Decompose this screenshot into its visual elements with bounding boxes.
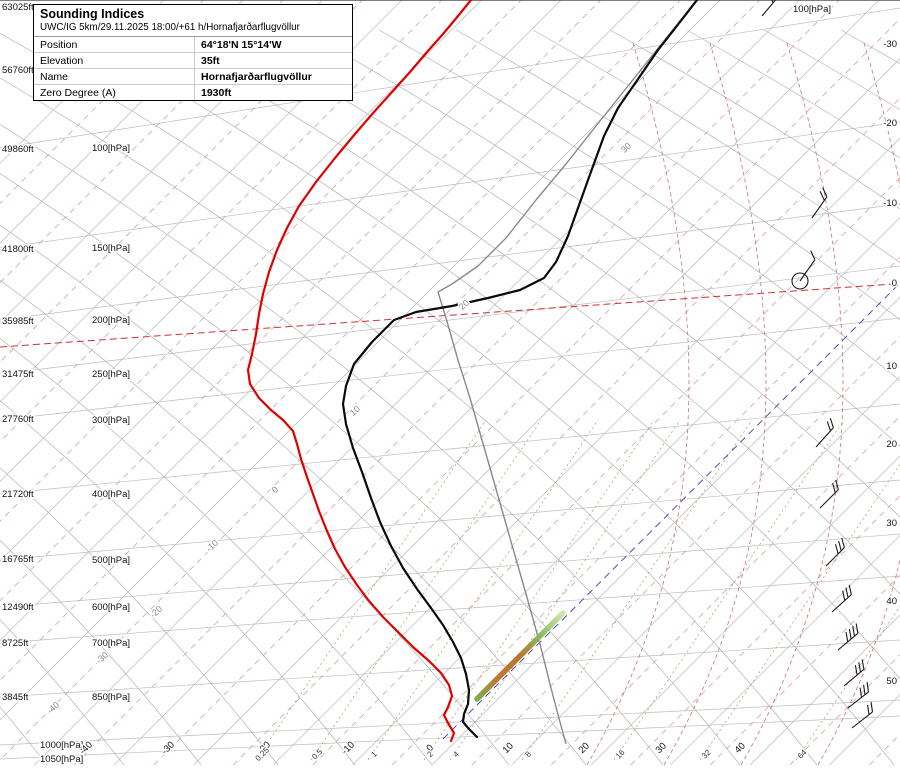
chart-label: 16765ft xyxy=(2,554,34,565)
parcel-reference-line xyxy=(437,1,696,745)
chart-label: 20 xyxy=(886,439,897,450)
info-row-value: Hornafjarðarflugvöllur xyxy=(201,70,312,83)
moist-adiabat-curves xyxy=(586,39,900,766)
chart-label: 850[hPa] xyxy=(92,692,130,703)
wind-barb xyxy=(825,537,845,567)
chart-label: 12490ft xyxy=(2,602,34,613)
chart-label: 500[hPa] xyxy=(92,555,130,566)
chart-label: 100[hPa] xyxy=(793,4,831,15)
chart-label: -40 xyxy=(45,700,61,716)
info-row-value: 64°18'N 15°14'W xyxy=(201,38,282,51)
chart-label: 21720ft xyxy=(2,489,34,500)
wind-barb xyxy=(837,623,859,651)
chart-label: 41800ft xyxy=(2,244,34,255)
wind-barb xyxy=(847,682,870,709)
chart-label: -10 xyxy=(883,198,897,209)
chart-label: 200[hPa] xyxy=(92,315,130,326)
isobar-lines xyxy=(0,7,900,760)
chart-label: 40 xyxy=(733,741,748,756)
chart-label: -20 xyxy=(883,118,897,129)
chart-label: 40 xyxy=(886,596,897,607)
chart-label: 27760ft xyxy=(2,414,34,425)
chart-label: 0 xyxy=(270,484,280,495)
info-row: Elevation 35ft xyxy=(34,53,352,69)
chart-label: 700[hPa] xyxy=(92,638,130,649)
wind-barb xyxy=(843,659,865,687)
chart-label: 16 xyxy=(614,748,627,761)
chart-label: 31475ft xyxy=(2,369,34,380)
info-row-label: Elevation xyxy=(34,53,195,68)
sounding-info-box: Sounding Indices UWC/IG 5km/29.11.2025 1… xyxy=(33,4,353,101)
tropopause-line xyxy=(0,283,894,348)
chart-label: 0 xyxy=(892,278,897,289)
chart-label: 300[hPa] xyxy=(92,415,130,426)
info-row-label: Position xyxy=(34,37,195,52)
chart-label: 35985ft xyxy=(2,316,34,327)
chart-label: 30 xyxy=(654,741,669,756)
mixing-ratio-lines xyxy=(255,419,900,761)
info-row: Name Hornafjarðarflugvöllur xyxy=(34,69,352,85)
info-row: Position 64°18'N 15°14'W xyxy=(34,37,352,53)
chart-label: 1050[hPa] xyxy=(40,754,83,765)
chart-label: 30 xyxy=(619,141,633,155)
chart-label: 49860ft xyxy=(2,144,34,155)
freezing-band-highlight xyxy=(474,610,566,702)
chart-label: 8725ft xyxy=(2,638,29,649)
wind-barb xyxy=(831,584,852,613)
chart-label: 150[hPa] xyxy=(92,243,130,254)
wind-barb xyxy=(811,187,828,219)
chart-label: 32 xyxy=(700,748,713,761)
chart-label: 50 xyxy=(886,676,897,687)
info-row: Zero Degree (A) 1930ft xyxy=(34,85,352,100)
chart-label: 0.5 xyxy=(310,747,325,762)
info-row-value: 1930ft xyxy=(201,86,232,99)
dry-adiabat-curves xyxy=(0,29,900,766)
chart-label: 3845ft xyxy=(2,692,29,703)
chart-label: 20 xyxy=(577,741,592,756)
chart-label: 250[hPa] xyxy=(92,369,130,380)
chart-label: 30 xyxy=(886,518,897,529)
chart-label: 20 xyxy=(457,298,471,312)
tropopause-wind-marker xyxy=(791,250,816,290)
zero-degree-isotherm xyxy=(442,283,900,740)
chart-label: -10 xyxy=(204,538,220,554)
chart-label: 64 xyxy=(796,748,809,761)
wind-barbs xyxy=(761,0,874,729)
chart-label: 1000[hPa] xyxy=(40,740,83,751)
temperature-trace xyxy=(341,0,699,739)
info-box-run-line: UWC/IG 5km/29.11.2025 18:00/+61 h/Hornaf… xyxy=(34,22,352,37)
wind-barb xyxy=(815,418,834,448)
info-box-rows: Position 64°18'N 15°14'W Elevation 35ft Name… xyxy=(34,37,352,100)
chart-label: 10 xyxy=(348,404,362,418)
chart-label: -30 xyxy=(883,39,897,50)
chart-label: -20 xyxy=(148,604,164,620)
info-row-value: 35ft xyxy=(201,54,220,67)
chart-label: 100[hPa] xyxy=(92,143,130,154)
chart-label: 10 xyxy=(886,361,897,372)
info-row-label: Name xyxy=(34,69,195,84)
chart-label: 600[hPa] xyxy=(92,602,130,613)
info-box-title: Sounding Indices xyxy=(40,7,145,21)
chart-label: 56760ft xyxy=(2,65,34,76)
chart-label: 63025ft xyxy=(2,2,34,13)
chart-label: 10 xyxy=(501,741,516,756)
wind-barb xyxy=(851,702,874,729)
info-row-label: Zero Degree (A) xyxy=(34,85,195,100)
chart-label: -30 xyxy=(159,739,176,756)
wind-barb xyxy=(761,0,777,17)
chart-label: 400[hPa] xyxy=(92,489,130,500)
wind-barb xyxy=(819,479,839,509)
dewpoint-trace xyxy=(246,0,473,743)
